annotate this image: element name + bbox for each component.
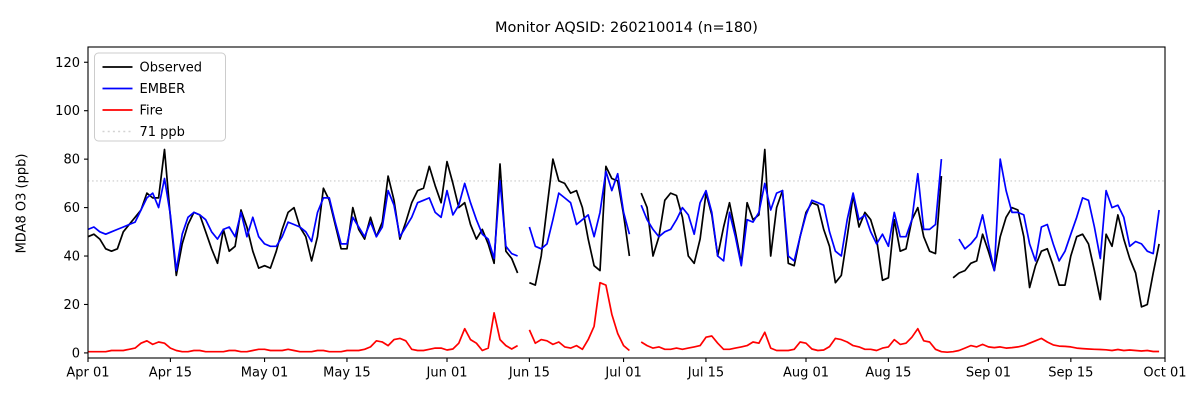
legend-label: Fire (140, 104, 163, 119)
x-tick-label: Sep 15 (1048, 366, 1093, 381)
series-ember-segment (87, 177, 518, 272)
series-fire (88, 281, 1160, 354)
x-tick-label: May 15 (323, 366, 371, 381)
series-ember-segment (640, 159, 943, 267)
x-tick-label: Oct 01 (1143, 366, 1186, 381)
x-tick-label: Jul 01 (604, 366, 641, 381)
series-fire-segment (640, 327, 1160, 354)
legend-label: Observed (140, 61, 203, 76)
series-ember-segment (958, 158, 1160, 272)
x-tick-label: Jul 15 (687, 366, 724, 381)
chart-title: Monitor AQSID: 260210014 (n=180) (495, 20, 758, 36)
x-tick-label: May 01 (241, 366, 289, 381)
series-fire-segment (528, 281, 630, 352)
y-tick-label: 20 (63, 298, 80, 313)
x-tick-label: Sep 01 (966, 366, 1011, 381)
series-observed-segment (87, 148, 519, 277)
x-axis: Apr 01 Apr 15 May 01 May 15 Jun 01 Jun 15 Jul … (66, 358, 1187, 381)
series-observed-segment (952, 206, 1160, 308)
y-tick-label: 120 (55, 56, 80, 71)
series-group (87, 148, 1160, 354)
axes-frame (87, 46, 1166, 359)
x-tick-label: Apr 15 (149, 366, 192, 381)
legend-label: EMBER (140, 82, 186, 97)
y-tick-label: 40 (63, 250, 80, 265)
series-fire-segment (88, 312, 519, 353)
series-observed-segment (529, 158, 631, 286)
series-ember-segment (528, 170, 631, 250)
series-observed-segment (640, 148, 943, 284)
x-tick-label: Jun 01 (426, 366, 468, 381)
y-axis: 0 20 40 60 80 100 120 (55, 56, 88, 361)
x-tick-label: Jun 15 (508, 366, 550, 381)
x-tick-label: Aug 15 (865, 366, 911, 381)
legend-box (94, 52, 226, 142)
y-tick-label: 60 (63, 201, 80, 216)
y-tick-label: 80 (63, 153, 80, 168)
y-tick-label: 100 (55, 104, 80, 119)
series-observed (87, 148, 1160, 308)
x-tick-label: Aug 01 (783, 366, 829, 381)
y-tick-label: 0 (72, 346, 80, 361)
legend: Observed EMBER Fire 71 ppb (94, 52, 226, 142)
x-tick-label: Apr 01 (66, 366, 109, 381)
y-axis-label: MDA8 O3 (ppb) (14, 153, 30, 254)
series-ember (87, 158, 1160, 272)
legend-label: 71 ppb (140, 125, 185, 140)
